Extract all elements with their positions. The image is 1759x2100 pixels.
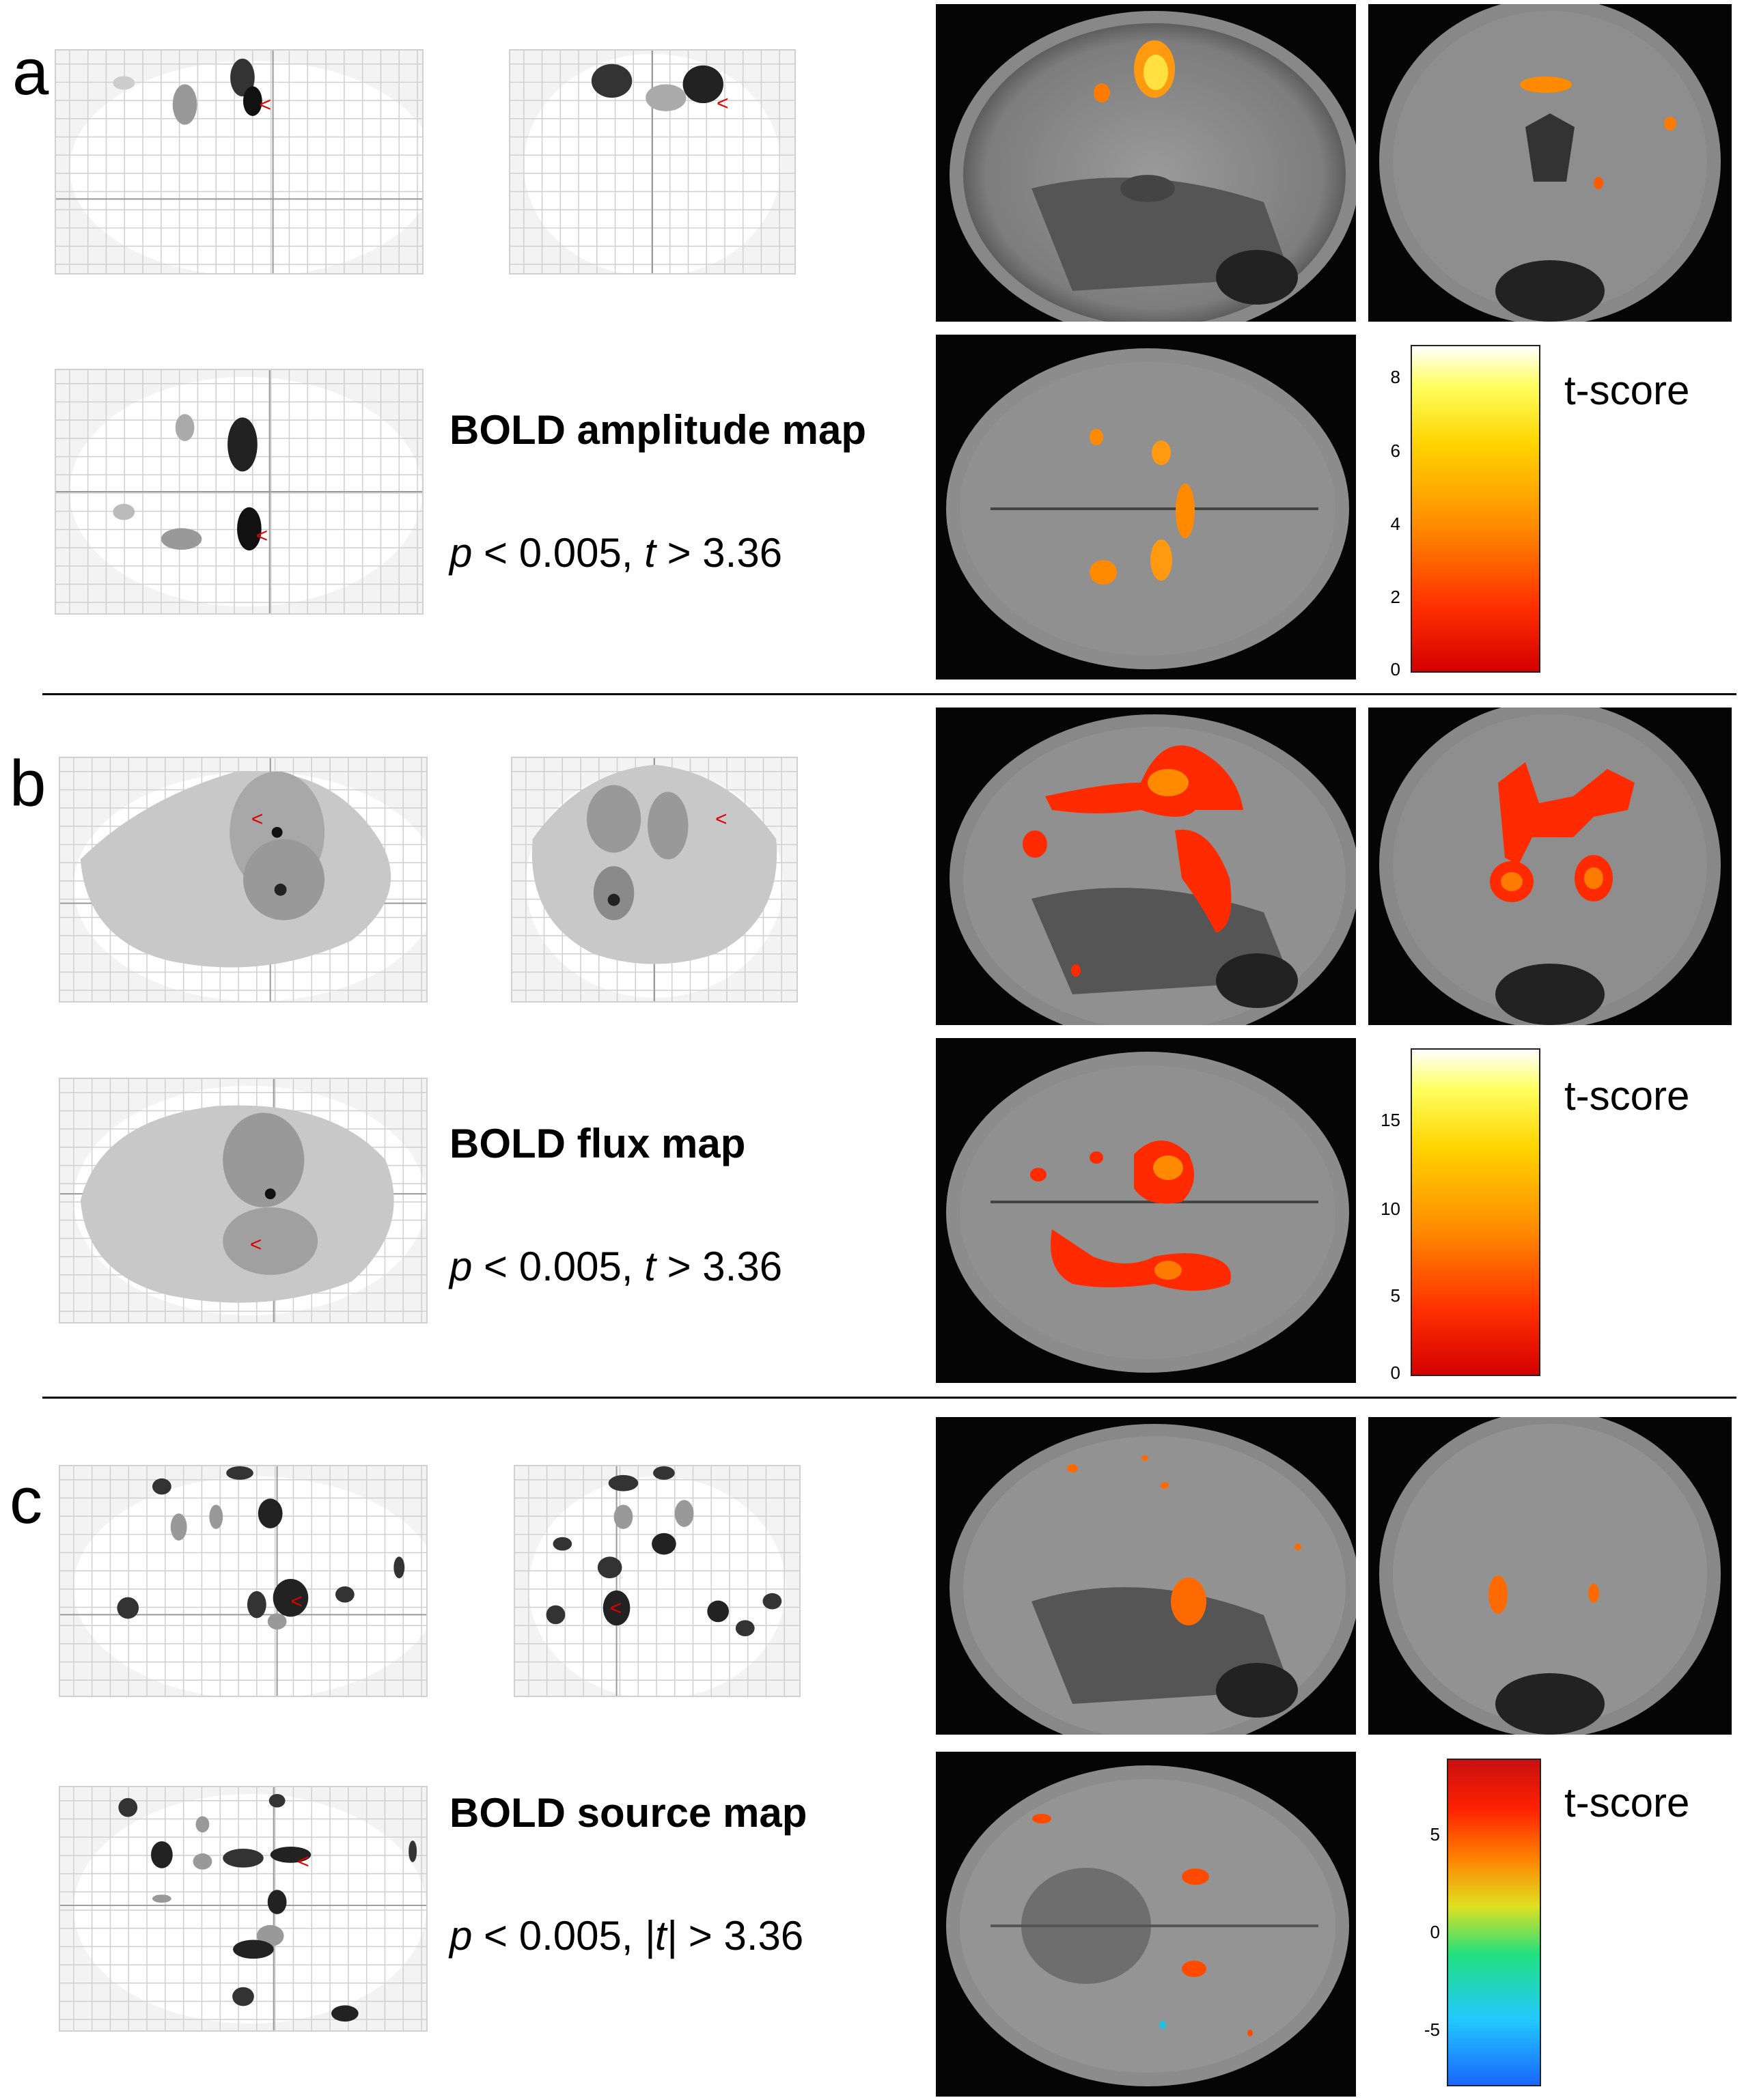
svg-text:<: < xyxy=(717,92,728,115)
colorbar-tick: 0 xyxy=(1390,1362,1400,1383)
colorbar-tick: 10 xyxy=(1381,1199,1400,1219)
glass-brain-coronal: < xyxy=(511,757,798,1003)
panel-letter: c xyxy=(10,1464,42,1537)
threshold-p: p xyxy=(449,530,473,576)
panel-a: a < < xyxy=(0,0,1759,690)
threshold-p: p xyxy=(449,1913,473,1959)
glass-brain-sagittal: < xyxy=(59,1465,428,1697)
mri-coronal xyxy=(1368,1417,1732,1735)
threshold-label: p < 0.005, |t| > 3.36 xyxy=(449,1912,803,1959)
mri-axial xyxy=(936,1038,1356,1383)
colorbar-tick: 0 xyxy=(1430,1922,1440,1942)
colorbar-tick: 6 xyxy=(1390,440,1400,461)
mri-sagittal xyxy=(936,4,1356,322)
threshold-p-text: < 0.005, xyxy=(472,1913,645,1959)
threshold-t-text: > 3.36 xyxy=(655,530,783,576)
panel-letter: a xyxy=(12,36,49,109)
colorbar-tick: 5 xyxy=(1430,1824,1440,1845)
colorbar-tick: 0 xyxy=(1390,659,1400,680)
svg-text:<: < xyxy=(256,524,268,547)
colorbar-label: t-score xyxy=(1564,367,1690,413)
panel-divider xyxy=(42,1397,1736,1399)
panel-b: b < < xyxy=(0,703,1759,1393)
mri-sagittal xyxy=(936,708,1356,1025)
panel-c: c < xyxy=(0,1407,1759,2097)
map-title: BOLD amplitude map xyxy=(449,407,867,453)
colorbar-label: t-score xyxy=(1564,1780,1690,1825)
colorbar xyxy=(1411,345,1540,673)
mri-axial xyxy=(936,335,1356,680)
mri-axial xyxy=(936,1752,1356,2097)
svg-text:<: < xyxy=(251,808,263,830)
mri-coronal xyxy=(1368,4,1732,322)
threshold-label: p < 0.005, t > 3.36 xyxy=(449,1243,782,1290)
svg-text:<: < xyxy=(297,1851,309,1873)
svg-text:<: < xyxy=(250,1233,262,1256)
svg-text:<: < xyxy=(260,94,271,116)
threshold-t: |t| xyxy=(644,1913,678,1959)
map-title: BOLD source map xyxy=(449,1790,807,1836)
threshold-t: t xyxy=(644,530,656,576)
glass-brain-axial: < xyxy=(59,1786,428,2032)
svg-text:<: < xyxy=(715,808,727,830)
glass-brain-coronal: < xyxy=(509,49,796,275)
threshold-t: t xyxy=(644,1244,656,1289)
svg-text:<: < xyxy=(290,1591,302,1613)
threshold-t-text: > 3.36 xyxy=(677,1913,804,1959)
glass-brain-sagittal: < xyxy=(59,757,428,1003)
threshold-p: p xyxy=(449,1244,473,1289)
colorbar-label: t-score xyxy=(1564,1073,1690,1119)
threshold-t-text: > 3.36 xyxy=(655,1244,783,1289)
threshold-label: p < 0.005, t > 3.36 xyxy=(449,529,782,576)
colorbar-tick: 4 xyxy=(1390,514,1400,534)
colorbar xyxy=(1447,1759,1541,2086)
svg-text:<: < xyxy=(610,1597,622,1619)
threshold-p-text: < 0.005, xyxy=(472,530,645,576)
colorbar-tick: 8 xyxy=(1390,367,1400,387)
mri-sagittal xyxy=(936,1417,1356,1735)
panel-divider xyxy=(42,693,1736,695)
colorbar-tick: -5 xyxy=(1424,2019,1440,2040)
map-title: BOLD flux map xyxy=(449,1121,746,1166)
threshold-p-text: < 0.005, xyxy=(472,1244,645,1289)
glass-brain-sagittal: < xyxy=(55,49,424,275)
colorbar-tick: 2 xyxy=(1390,587,1400,607)
glass-brain-axial: < xyxy=(55,369,424,615)
colorbar-tick: 5 xyxy=(1390,1285,1400,1306)
panel-letter: b xyxy=(10,747,46,820)
glass-brain-axial: < xyxy=(59,1078,428,1324)
colorbar xyxy=(1411,1048,1540,1376)
mri-coronal xyxy=(1368,708,1732,1025)
colorbar-tick: 15 xyxy=(1381,1110,1400,1130)
glass-brain-coronal: < xyxy=(514,1465,801,1697)
